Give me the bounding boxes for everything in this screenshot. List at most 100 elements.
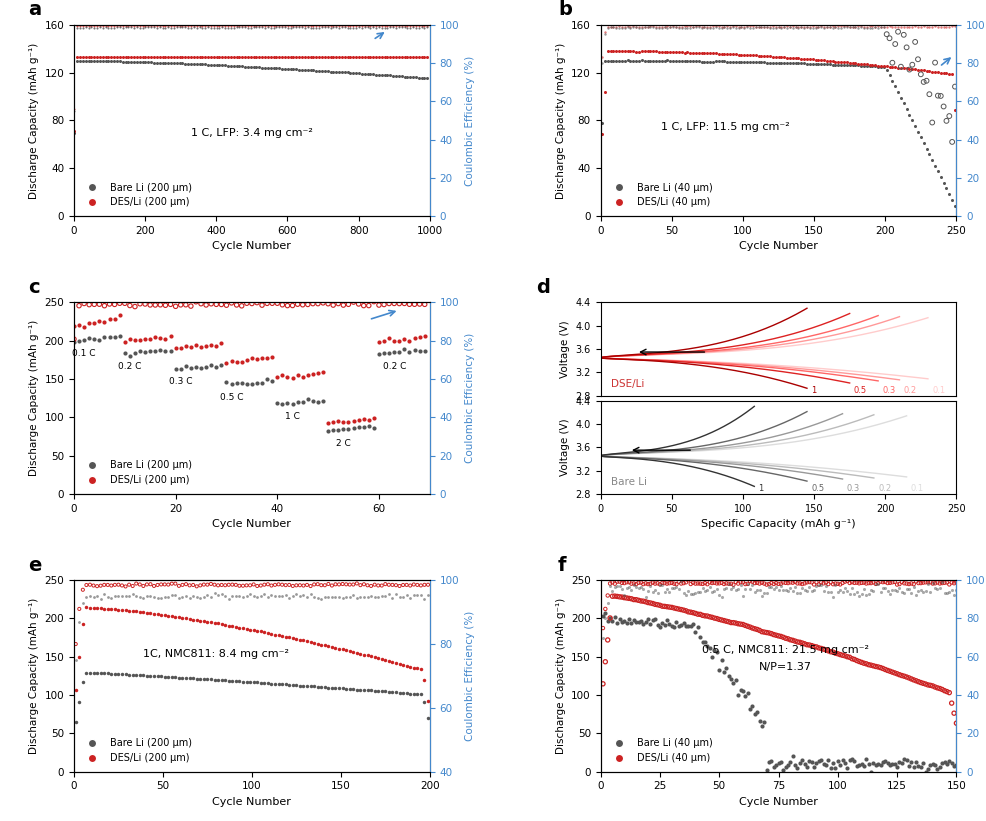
Point [707, 612, 723, 625]
Point [164, 589, 179, 602]
Point [97, 578, 112, 591]
Point [349, 592, 365, 605]
Point [338, 590, 354, 603]
Point [738, 690, 753, 703]
Point [609, 575, 625, 588]
Point [818, 759, 834, 772]
Point [669, 602, 684, 615]
Point [771, 757, 787, 770]
Point [635, 594, 651, 608]
Point [889, 760, 905, 773]
Point [694, 20, 710, 33]
Point [132, 591, 148, 604]
Point [687, 625, 703, 638]
Point [605, 21, 621, 34]
Point [747, 21, 763, 34]
Point [214, 298, 230, 311]
Point [631, 594, 647, 607]
Point [680, 574, 696, 587]
Point [873, 21, 888, 34]
Point [873, 20, 888, 33]
Point [805, 20, 820, 33]
Point [773, 20, 789, 33]
Point [939, 758, 954, 771]
Point [385, 591, 400, 604]
Point [331, 591, 347, 604]
Point [744, 699, 760, 713]
Point [850, 20, 866, 33]
Point [628, 21, 644, 34]
Point [839, 20, 855, 33]
Point [942, 20, 957, 33]
Point [342, 578, 358, 591]
Point [82, 589, 98, 602]
Point [699, 584, 715, 597]
Point [221, 578, 237, 591]
Point [856, 657, 872, 670]
Point [181, 592, 197, 605]
Point [640, 577, 656, 590]
Point [749, 583, 765, 596]
Point [595, 51, 610, 64]
Point [742, 575, 758, 588]
Point [788, 21, 804, 34]
Point [761, 577, 777, 590]
Text: b: b [558, 0, 572, 19]
Point [930, 576, 946, 589]
Point [942, 754, 957, 767]
Point [711, 21, 727, 34]
Point [678, 604, 694, 617]
Point [716, 614, 732, 627]
Point [609, 617, 625, 630]
Text: 0.1: 0.1 [911, 484, 924, 493]
Point [181, 579, 197, 592]
Point [913, 576, 929, 589]
Point [290, 298, 306, 311]
Point [638, 577, 654, 590]
Point [79, 579, 95, 592]
Point [820, 577, 836, 590]
Point [766, 628, 782, 641]
Text: 0.1: 0.1 [932, 386, 946, 395]
Point [381, 588, 396, 601]
Point [756, 21, 772, 34]
Point [699, 609, 715, 622]
Point [768, 580, 784, 594]
Text: N/P=1.37: N/P=1.37 [759, 663, 812, 672]
Point [281, 592, 297, 605]
Point [633, 580, 649, 594]
Text: 0.3 C: 0.3 C [169, 378, 192, 387]
Point [939, 576, 954, 589]
Point [945, 20, 960, 33]
Point [799, 20, 814, 33]
Point [225, 578, 241, 591]
Point [671, 582, 687, 595]
Point [158, 299, 174, 312]
Point [813, 642, 829, 655]
Point [110, 578, 126, 591]
Point [785, 576, 801, 589]
Point [232, 590, 247, 603]
Point [619, 591, 635, 604]
Point [754, 719, 770, 732]
Point [153, 578, 169, 591]
Point [651, 20, 667, 33]
Point [782, 21, 798, 34]
Point [157, 591, 173, 604]
Point [819, 21, 835, 34]
Point [645, 576, 661, 589]
Point [882, 665, 898, 678]
Point [944, 756, 959, 769]
Point [192, 591, 208, 604]
Point [635, 582, 651, 595]
Point [360, 579, 376, 592]
Point [845, 21, 861, 34]
Point [334, 577, 350, 590]
Text: DSE/Li: DSE/Li [611, 378, 645, 388]
Point [669, 616, 684, 629]
Point [75, 583, 91, 596]
Point [367, 578, 383, 591]
Point [818, 576, 834, 589]
Point [927, 576, 943, 589]
Point [249, 590, 265, 603]
